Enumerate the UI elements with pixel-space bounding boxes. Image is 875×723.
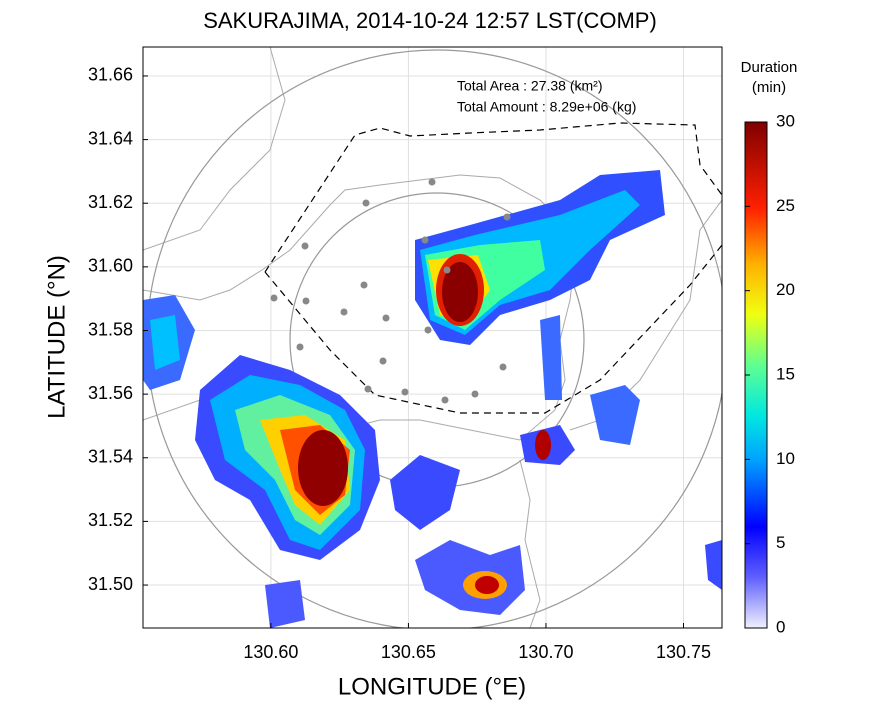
y-tick-label: 31.64: [88, 128, 133, 148]
echo-southwest: [195, 355, 380, 560]
colorbar-tick-label: 20: [776, 280, 795, 299]
colorbar-tick-label: 15: [776, 364, 795, 383]
y-axis-label: LATITUDE (°N): [43, 255, 70, 419]
colorbar-title: (min): [752, 79, 786, 96]
colorbar-tick-label: 0: [776, 617, 785, 636]
annotation: Total Area : 27.38 (km²): [457, 78, 603, 94]
x-axis-label: LONGITUDE (°E): [338, 673, 526, 700]
y-tick-label: 31.58: [88, 319, 133, 339]
colorbar-tick-label: 30: [776, 111, 795, 130]
echo-south: [415, 540, 525, 615]
echo-small: [143, 295, 722, 628]
colorbar-tick-label: 5: [776, 533, 785, 552]
y-tick-label: 31.66: [88, 65, 133, 85]
y-tick-label: 31.60: [88, 256, 133, 276]
chart-title: SAKURAJIMA, 2014-10-24 12:57 LST(COMP): [203, 8, 657, 33]
x-tick-label: 130.60: [243, 642, 298, 662]
y-tick-label: 31.52: [88, 510, 133, 530]
echo-north: [415, 170, 665, 345]
y-tick-label: 31.56: [88, 383, 133, 403]
plot-frame: [142, 46, 723, 629]
x-tick-label: 130.70: [518, 642, 573, 662]
stations: [270, 178, 511, 404]
colorbar-tick-label: 25: [776, 196, 795, 215]
x-tick-label: 130.65: [381, 642, 436, 662]
annotation: Total Amount : 8.29e+06 (kg): [457, 99, 636, 115]
colorbar-tick-label: 10: [776, 449, 795, 468]
colorbar-title: Duration: [741, 59, 798, 76]
x-tick-label: 130.75: [656, 642, 711, 662]
y-tick-label: 31.54: [88, 447, 133, 467]
map-layer: [143, 47, 722, 628]
y-tick-label: 31.50: [88, 574, 133, 594]
grid: [143, 47, 722, 628]
y-tick-label: 31.62: [88, 192, 133, 212]
